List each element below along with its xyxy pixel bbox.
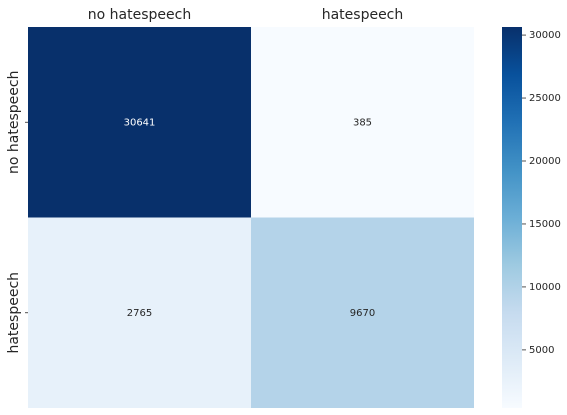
- column-labels: no hatespeech hatespeech: [88, 7, 403, 23]
- heatmap-cell: [251, 217, 474, 408]
- column-label: no hatespeech: [88, 7, 191, 23]
- heatmap-cell: [28, 27, 251, 218]
- row-tick-marks: [25, 121, 28, 314]
- cell-value-label: 2765: [127, 308, 152, 319]
- heatmap-cell: [28, 217, 251, 408]
- colorbar-ticks: 5000 10000 15000 20000 25000 30000: [522, 30, 561, 356]
- row-labels: no hatespeech hatespeech: [6, 71, 22, 354]
- row-label: hatespeech: [6, 272, 22, 354]
- colorbar: [502, 27, 522, 408]
- colorbar-tick-label: 5000: [529, 345, 554, 356]
- colorbar-tick-label: 20000: [529, 156, 561, 167]
- colorbar-tick-label: 15000: [529, 219, 561, 230]
- column-label: hatespeech: [322, 7, 404, 23]
- heatmap-cells: [28, 27, 474, 408]
- cell-value-label: 30641: [124, 117, 156, 128]
- colorbar-tick-label: 25000: [529, 93, 561, 104]
- heatmap-cell: [251, 27, 474, 218]
- heatmap-cell-labels: 30641 385 2765 9670: [124, 117, 376, 319]
- cell-value-label: 385: [353, 117, 372, 128]
- colorbar-tick-label: 30000: [529, 30, 561, 41]
- colorbar-tick-label: 10000: [529, 282, 561, 293]
- row-label: no hatespeech: [6, 71, 22, 174]
- cell-value-label: 9670: [350, 308, 375, 319]
